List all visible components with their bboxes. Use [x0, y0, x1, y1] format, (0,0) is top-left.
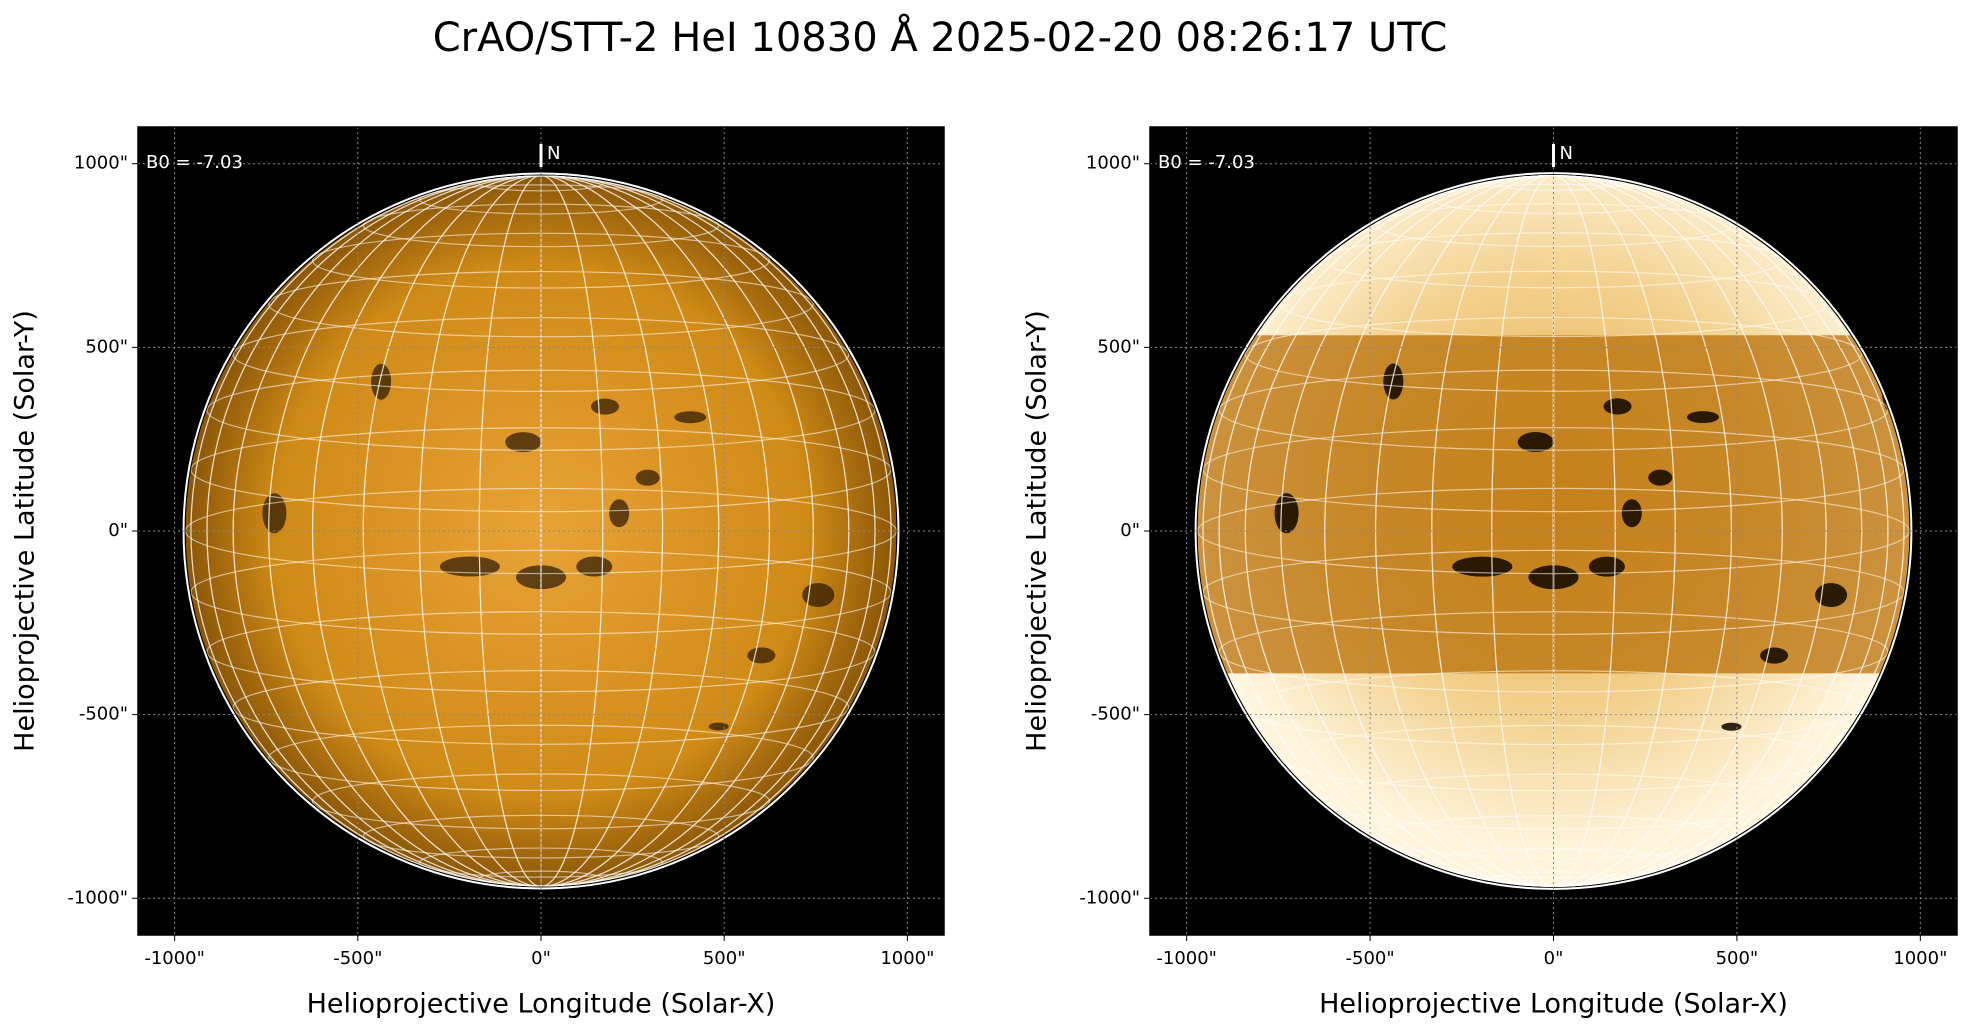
x-axis-label: Helioprojective Longitude (Solar-X): [1319, 989, 1788, 1020]
x-tick-label: -1000": [144, 948, 205, 969]
y-axis-label: Helioprojective Latitude (Solar-Y): [1022, 310, 1053, 752]
filament: [371, 363, 392, 400]
y-tick-label: -1000": [1079, 887, 1140, 908]
filament: [747, 647, 776, 664]
meridian: [539, 175, 543, 887]
parallel: [206, 611, 876, 693]
filament: [1452, 556, 1513, 577]
panel: -1000" -500" 0" 500" 1000" -1000" -500" 0" 500" 1…: [1022, 126, 1958, 1020]
parallel: [478, 870, 604, 887]
parallel: [1218, 369, 1889, 451]
x-tick-label: -1000": [1156, 948, 1217, 969]
filament: [609, 499, 630, 528]
filament: [439, 556, 500, 577]
filament: [590, 398, 619, 415]
filament: [576, 556, 613, 577]
filament: [1588, 556, 1625, 577]
y-tick-label: -500": [1091, 704, 1140, 725]
filament: [1383, 363, 1404, 400]
panel: -1000" -500" 0" 500" 1000" -1000" -500" 0" 500" 1…: [10, 126, 945, 1020]
x-tick-label: -500": [1346, 948, 1395, 969]
axes-frame: [137, 126, 945, 936]
y-tick-label: 0": [1120, 520, 1140, 541]
annotation: B0 = -7.03: [1158, 152, 1255, 173]
x-tick-label: 0": [1544, 948, 1564, 969]
parallel: [268, 724, 814, 792]
filament: [1274, 493, 1299, 534]
x-tick-label: 1000": [880, 948, 934, 969]
filament: [1621, 499, 1642, 528]
parallel: [1244, 670, 1863, 746]
filament: [262, 493, 287, 534]
meridian: [1202, 175, 1905, 887]
filament: [1721, 722, 1742, 731]
y-tick-label: 1000": [1086, 153, 1140, 174]
parallel: [362, 203, 720, 248]
y-axis-label: Helioprojective Latitude (Solar-Y): [10, 310, 41, 752]
parallel: [1218, 611, 1889, 693]
filament: [1648, 469, 1673, 486]
meridian: [1324, 175, 1783, 887]
y-tick-label: -500": [79, 704, 128, 725]
parallel: [1491, 175, 1616, 192]
x-tick-label: -500": [333, 948, 382, 969]
x-tick-label: 1000": [1893, 948, 1947, 969]
parallel: [478, 175, 604, 192]
figure-title: CrAO/STT-2 HeI 10830 Å 2025-02-20 08:26:…: [433, 13, 1448, 61]
y-tick-label: 1000": [74, 153, 128, 174]
y-tick-label: -1000": [67, 887, 128, 908]
solar-disk: [1197, 175, 1910, 887]
x-tick-label: 0": [531, 948, 551, 969]
y-tick-label: 500": [85, 336, 128, 357]
parallel: [1324, 773, 1783, 830]
filament: [708, 722, 729, 731]
meridian: [190, 175, 892, 887]
parallel: [232, 669, 850, 745]
parallel: [1491, 870, 1616, 887]
meridian: [1552, 175, 1555, 887]
x-axis-label: Helioprojective Longitude (Solar-X): [307, 989, 776, 1020]
annotation: N: [1560, 143, 1573, 164]
filament: [1686, 411, 1719, 424]
meridian: [206, 175, 876, 887]
y-tick-label: 500": [1097, 336, 1140, 357]
filament: [1760, 647, 1789, 664]
annotation: N: [547, 143, 560, 164]
parallel: [190, 549, 892, 635]
filament: [505, 432, 542, 453]
parallel: [1202, 549, 1905, 635]
annotation: B0 = -7.03: [146, 152, 243, 173]
x-tick-label: 500": [1716, 948, 1759, 969]
parallel: [1280, 724, 1827, 792]
x-tick-label: 500": [703, 948, 746, 969]
filament: [674, 411, 707, 424]
parallel: [268, 270, 814, 338]
parallel: [1280, 270, 1827, 338]
meridian: [1218, 175, 1889, 887]
filament: [1603, 398, 1632, 415]
parallel: [206, 369, 876, 451]
filament: [635, 469, 660, 486]
axes-frame: [1149, 126, 1958, 936]
filament: [1517, 432, 1554, 453]
y-tick-label: 0": [108, 520, 128, 541]
